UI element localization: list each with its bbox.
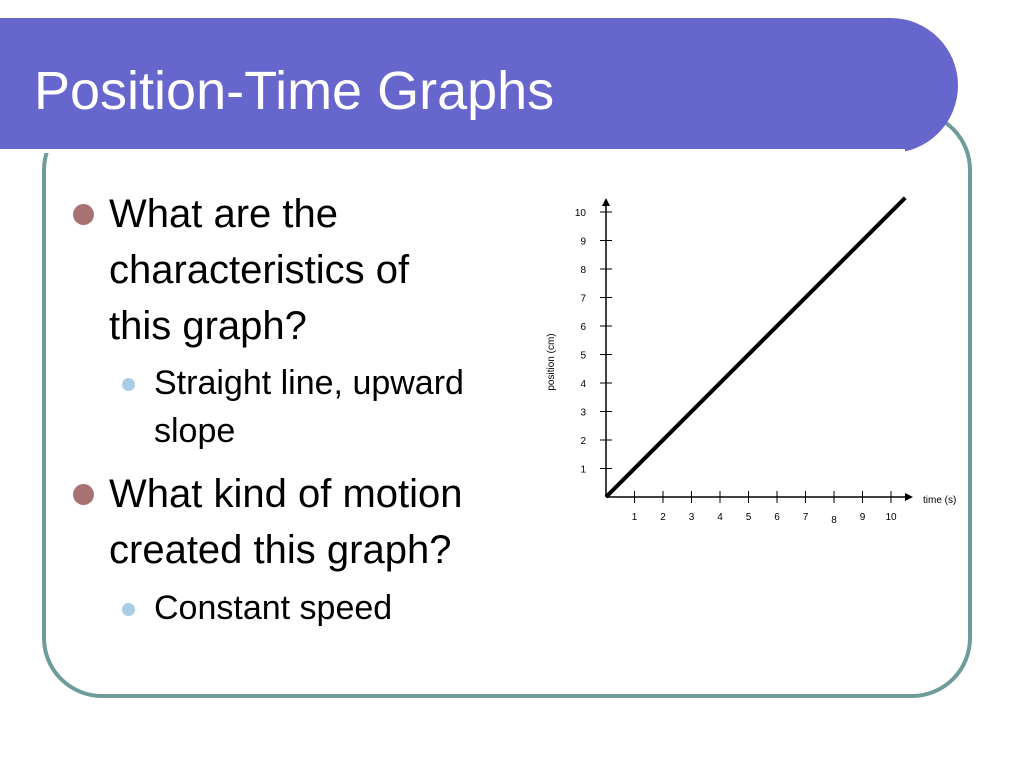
x-tick-label: 4	[717, 512, 723, 523]
y-tick-label: 10	[575, 208, 587, 219]
bullet-text: characteristics of	[109, 248, 410, 292]
bullet-text: this graph?	[109, 304, 307, 348]
chart-axes	[602, 198, 913, 501]
content-frame	[42, 110, 972, 698]
x-tick-label: 10	[885, 512, 897, 523]
y-axis-arrow	[602, 198, 610, 206]
bullet-text: created this graph?	[109, 528, 452, 572]
x-tick-label: 6	[774, 512, 780, 523]
x-tick-label: 5	[746, 512, 752, 523]
sub-bullet-text: Straight line, upward	[154, 364, 464, 402]
y-tick-label: 7	[580, 294, 586, 305]
bullet-marker	[73, 484, 94, 505]
y-tick-label: 6	[580, 322, 586, 333]
x-tick-label: 1	[632, 512, 638, 523]
y-tick-label: 1	[580, 465, 586, 476]
x-tick-label: 8	[831, 515, 837, 526]
bullet-text: What kind of motion	[109, 472, 463, 516]
sub-bullet-text: slope	[154, 412, 236, 450]
y-tick-label: 4	[580, 379, 586, 390]
y-tick-label: 8	[580, 265, 586, 276]
x-tick-label: 9	[860, 512, 866, 523]
sub-bullet-text: Constant speed	[154, 589, 393, 627]
sub-bullet-marker	[122, 603, 135, 616]
y-tick-label: 3	[580, 408, 586, 419]
title-bar: Position-Time Graphs	[0, 18, 958, 153]
bullet-marker	[73, 204, 94, 225]
x-axis-arrow	[905, 493, 913, 501]
y-tick-label: 9	[580, 237, 586, 248]
title-underline	[0, 149, 905, 153]
y-tick-label: 2	[580, 436, 586, 447]
bullet-text: What are the	[109, 192, 339, 236]
x-axis-label: time (s)	[923, 495, 956, 506]
chart-ticks: 1 2 3 4 5 6 7 8 9 10 1 2 3 4 5 6 7 8 9 10	[575, 208, 897, 526]
y-axis-label: position (cm)	[546, 333, 557, 390]
position-time-chart: 1 2 3 4 5 6 7 8 9 10 1 2 3 4 5 6 7 8 9 10 position (cm) tim…	[546, 196, 956, 526]
x-tick-label: 3	[689, 512, 695, 523]
y-tick-label: 5	[580, 351, 586, 362]
sub-bullet-marker	[122, 378, 135, 391]
x-tick-label: 2	[660, 512, 666, 523]
series-line	[604, 196, 907, 499]
slide-title: Position-Time Graphs	[34, 61, 555, 121]
x-tick-label: 7	[803, 512, 809, 523]
chart-series	[604, 196, 907, 499]
